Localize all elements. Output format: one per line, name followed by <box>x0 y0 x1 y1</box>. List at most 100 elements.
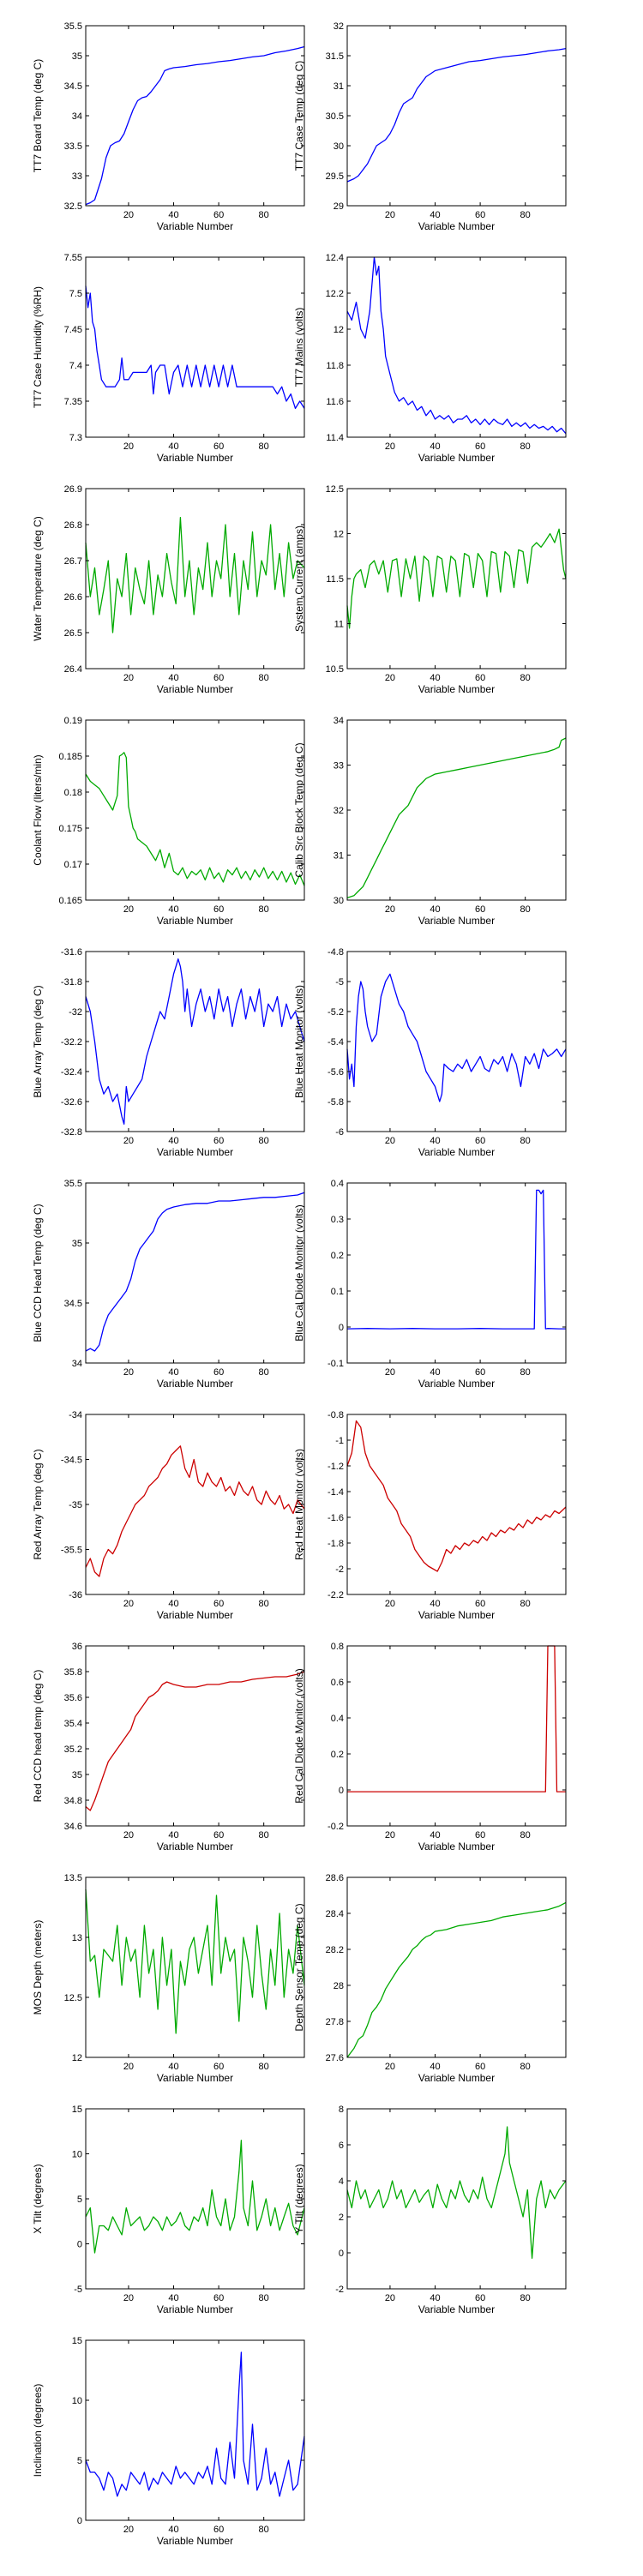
x-tick-label: 60 <box>475 1136 485 1146</box>
y-tick-label: 11.4 <box>326 433 344 443</box>
y-tick-label: 26.7 <box>64 556 82 567</box>
series-line <box>86 1672 304 1810</box>
y-tick-label: 0 <box>77 2516 82 2526</box>
x-tick-label: 60 <box>475 1599 485 1609</box>
y-tick-label: -1.4 <box>328 1487 344 1498</box>
x-tick-label: 60 <box>475 673 485 683</box>
x-tick-label: 20 <box>123 1599 134 1609</box>
chart-panel: 20 40 60 80 -0.2 0 0.2 0.4 0.6 0.8 Variable Number… <box>293 1642 566 1852</box>
y-tick-label: -1 <box>335 1436 344 1446</box>
chart-panel: 20 40 60 80 27.6 27.8 28 28.2 28.4 28.6 Variable N… <box>293 1873 566 2084</box>
y-tick-label: 0.8 <box>331 1642 344 1652</box>
plot-frame <box>347 489 566 669</box>
x-axis-label: Variable Number <box>418 220 495 232</box>
y-tick-label: 26.6 <box>64 592 82 603</box>
series-line <box>347 257 566 434</box>
x-tick-label: 60 <box>213 210 224 220</box>
y-tick-label: 31 <box>334 851 344 862</box>
x-tick-label: 80 <box>520 673 531 683</box>
plot-frame <box>347 952 566 1132</box>
plot-frame <box>347 1877 566 2057</box>
chart-panel: 20 40 60 8010.51111.51212.5Variable NumberS… <box>293 484 566 695</box>
y-tick-label: -1.8 <box>328 1539 344 1549</box>
x-axis-label: Variable Number <box>157 452 233 464</box>
series-line <box>86 1889 304 2033</box>
y-tick-label: 11.8 <box>326 361 344 371</box>
x-tick-label: 40 <box>430 441 440 452</box>
x-tick-label: 40 <box>430 2062 440 2072</box>
chart-panel: 20 40 60 803434.53535.5Variable NumberBlue … <box>32 1179 304 1390</box>
chart-panel: 20 40 60 80-2.2-2-1.8-1.6-1.4-1.2-1-0.8Vari… <box>293 1410 566 1621</box>
y-axis-label: Blue Array Temp (deg C) <box>32 985 44 1097</box>
plot-frame <box>347 2109 566 2289</box>
series-line <box>347 738 566 898</box>
x-tick-label: 80 <box>520 1367 531 1378</box>
x-tick-label: 60 <box>213 1599 224 1609</box>
y-tick-label: -32 <box>69 1007 82 1018</box>
x-axis-label: Variable Number <box>418 1840 495 1852</box>
x-tick-label: 40 <box>168 1599 178 1609</box>
x-tick-label: 40 <box>430 1136 440 1146</box>
x-tick-label: 60 <box>213 2293 224 2303</box>
y-tick-label: 7.5 <box>69 289 82 299</box>
y-tick-label: 0.17 <box>64 860 82 870</box>
y-tick-label: 26.9 <box>64 484 82 495</box>
chart-panel: 20 40 60 80 11.4 11.6 11.8 12 12.2 12.4 Variable N… <box>293 253 566 464</box>
y-tick-label: -35.5 <box>61 1546 82 1556</box>
x-axis-label: Variable Number <box>418 683 495 695</box>
x-tick-label: 60 <box>213 1367 224 1378</box>
x-axis-label: Variable Number <box>418 2072 495 2084</box>
x-tick-label: 60 <box>213 441 224 452</box>
series-line <box>347 49 566 182</box>
y-axis-label: System Current (amps) <box>293 525 305 632</box>
x-tick-label: 40 <box>168 673 178 683</box>
x-tick-label: 20 <box>385 2062 395 2072</box>
y-tick-label: 13.5 <box>64 1873 82 1883</box>
x-tick-label: 40 <box>168 1830 178 1840</box>
y-tick-label: 33.5 <box>64 141 82 152</box>
y-tick-label: 34 <box>72 111 82 122</box>
y-tick-label: 10.5 <box>326 664 344 675</box>
x-axis-label: Variable Number <box>157 2535 233 2547</box>
y-tick-label: 33 <box>72 171 82 182</box>
x-tick-label: 40 <box>168 210 178 220</box>
y-tick-label: -0.2 <box>328 1822 344 1832</box>
y-tick-label: 7.35 <box>64 397 82 407</box>
chart-panel: 20 40 60 80 -6 -5.8 -5.6 -5.4 -5.2 -5 -4.8 Variable… <box>293 947 566 1158</box>
y-tick-label: -32.4 <box>61 1067 82 1078</box>
x-tick-label: 20 <box>385 210 395 220</box>
series-line <box>86 1192 304 1351</box>
y-tick-label: 15 <box>72 2105 82 2115</box>
y-tick-label: 35 <box>72 1770 82 1780</box>
y-tick-label: 35.2 <box>64 1744 82 1755</box>
chart-panel: 20 40 60 803031323334Variable NumberCalib S… <box>293 716 566 927</box>
y-tick-label: 15 <box>72 2336 82 2346</box>
x-tick-label: 60 <box>475 2062 485 2072</box>
y-tick-label: 36 <box>72 1642 82 1652</box>
x-axis-label: Variable Number <box>157 683 233 695</box>
y-tick-label: -5.8 <box>328 1097 344 1108</box>
y-tick-label: 35.8 <box>64 1667 82 1678</box>
x-axis-label: Variable Number <box>157 1609 233 1621</box>
y-tick-label: 35 <box>72 51 82 62</box>
x-tick-label: 80 <box>259 1599 269 1609</box>
y-tick-label: 10 <box>72 2150 82 2160</box>
y-tick-label: 26.5 <box>64 628 82 639</box>
y-tick-label: 32.5 <box>64 201 82 212</box>
series-line <box>347 1902 566 2057</box>
y-axis-label: Depth Sensor Temp (deg C) <box>293 1903 305 2031</box>
x-axis-label: Variable Number <box>418 1378 495 1390</box>
x-axis-label: Variable Number <box>157 915 233 927</box>
y-tick-label: 6 <box>339 2141 344 2151</box>
y-tick-label: 34.6 <box>64 1822 82 1832</box>
y-tick-label: -32.8 <box>61 1127 82 1138</box>
chart-panel: 20 40 60 80 12 12.5 13 13.5 Variable Number MOS D… <box>32 1873 304 2084</box>
y-tick-label: 11.6 <box>326 397 344 407</box>
x-tick-label: 80 <box>520 1830 531 1840</box>
y-tick-label: 28.4 <box>326 1909 344 1919</box>
y-tick-label: -32.6 <box>61 1097 82 1108</box>
x-axis-label: Variable Number <box>418 452 495 464</box>
series-line <box>86 1446 304 1576</box>
